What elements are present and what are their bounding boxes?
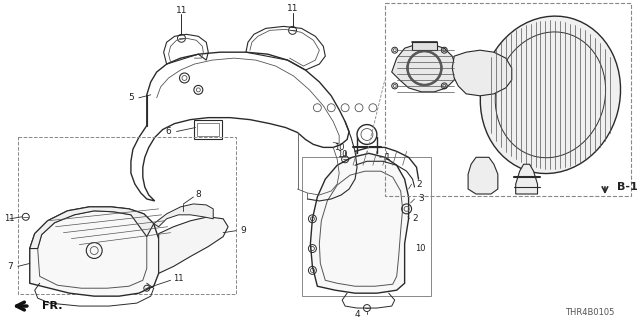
Polygon shape	[452, 50, 512, 96]
Polygon shape	[29, 207, 159, 296]
Polygon shape	[29, 207, 154, 249]
Text: 2: 2	[417, 180, 422, 188]
Text: 11: 11	[4, 214, 15, 223]
Text: 11: 11	[287, 4, 298, 13]
Text: 10: 10	[337, 150, 348, 159]
Polygon shape	[392, 44, 456, 92]
Text: 10: 10	[334, 143, 344, 152]
Text: 11: 11	[176, 6, 188, 15]
Text: 8: 8	[195, 189, 201, 198]
Polygon shape	[468, 157, 498, 194]
Text: THR4B0105: THR4B0105	[566, 308, 615, 316]
Text: 2: 2	[413, 214, 418, 223]
Bar	[412, 42, 437, 50]
Text: 11: 11	[173, 274, 184, 283]
Bar	[195, 120, 222, 140]
Polygon shape	[154, 204, 213, 227]
Bar	[303, 157, 431, 296]
Text: 3: 3	[419, 195, 424, 204]
Text: 4: 4	[354, 309, 360, 318]
Text: 6: 6	[166, 127, 172, 136]
Polygon shape	[159, 217, 228, 273]
Polygon shape	[310, 153, 408, 293]
Text: FR.: FR.	[42, 301, 62, 311]
Bar	[18, 138, 236, 294]
Ellipse shape	[480, 16, 621, 173]
Text: 10: 10	[415, 244, 426, 253]
Text: B-1: B-1	[617, 182, 637, 192]
Text: 1: 1	[385, 153, 390, 162]
Bar	[197, 123, 219, 137]
Bar	[385, 3, 631, 196]
Text: 9: 9	[240, 226, 246, 235]
Polygon shape	[516, 164, 538, 194]
Text: 7: 7	[7, 262, 13, 271]
Text: 5: 5	[128, 93, 134, 102]
